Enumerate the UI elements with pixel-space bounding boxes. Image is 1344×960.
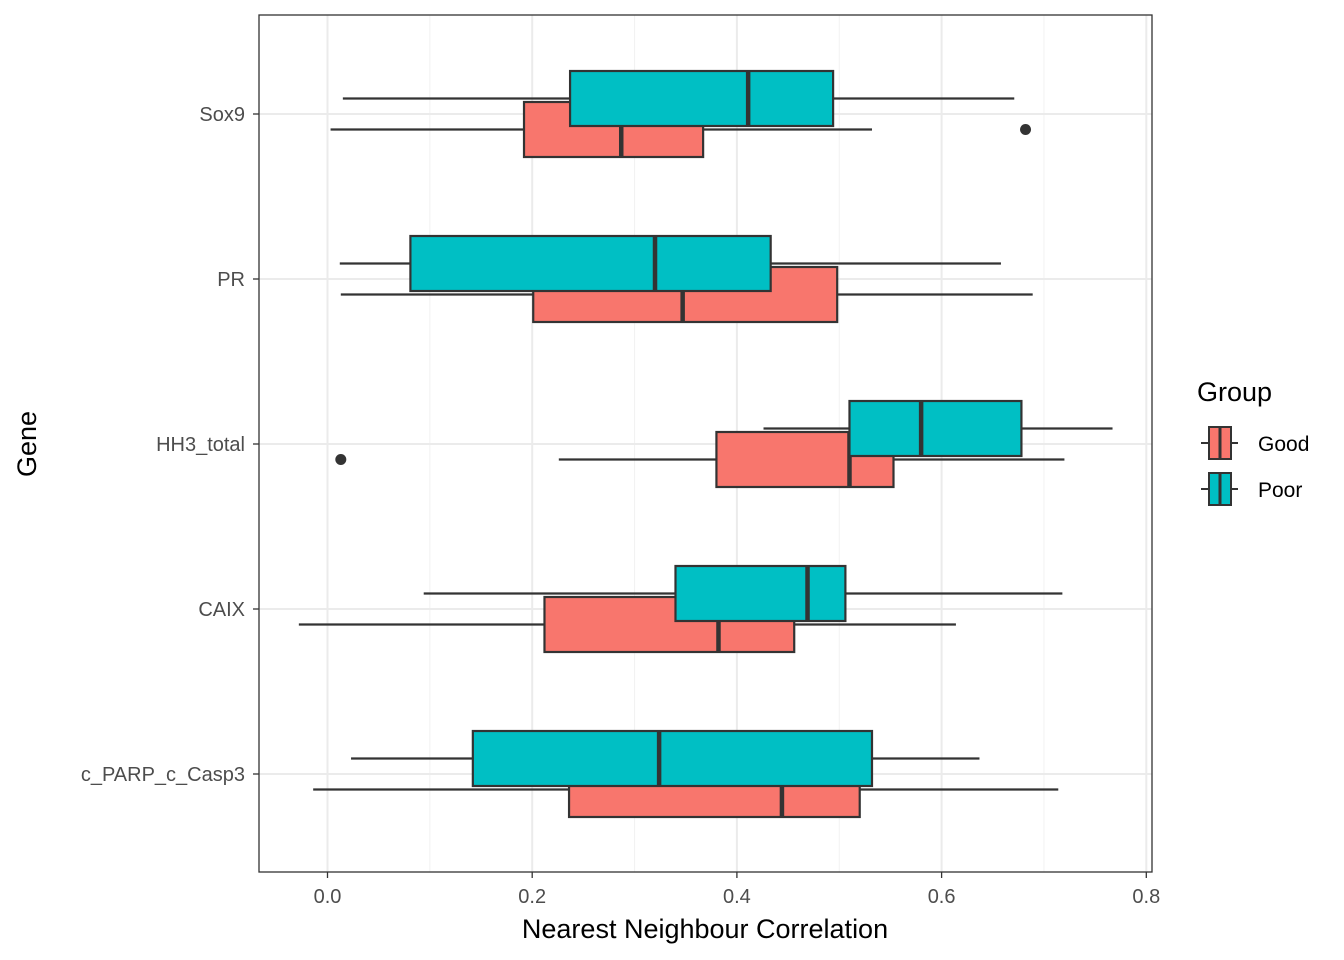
boxes-layer — [298, 69, 1113, 819]
legend-item-poor: Poor — [1201, 472, 1302, 506]
y-tick-label: PR — [217, 269, 245, 291]
box-iqr — [409, 234, 772, 293]
box-poor-pr — [339, 234, 1001, 293]
y-axis: Sox9 PR HH3_total CAIX c_PARP_c_Casp3 — [81, 104, 259, 786]
box-iqr — [848, 399, 1023, 458]
legend: Group Good Poor — [1197, 377, 1309, 506]
legend-title: Group — [1197, 377, 1272, 407]
outlier-point — [1020, 124, 1032, 135]
x-tick-label: 0.8 — [1132, 886, 1160, 908]
y-axis-title: Gene — [12, 411, 42, 477]
y-tick-label: HH3_total — [156, 434, 245, 456]
box-iqr — [471, 729, 874, 788]
box-poor-sox9 — [342, 69, 1015, 128]
x-tick-label: 0.6 — [928, 886, 956, 908]
y-tick-label: CAIX — [198, 599, 245, 621]
box-poor-hh3_total — [763, 399, 1113, 458]
box-poor-c_parp_c_casp3 — [351, 729, 980, 788]
x-tick-label: 0.4 — [723, 886, 751, 908]
box-iqr — [568, 69, 835, 128]
legend-label: Good — [1258, 433, 1309, 456]
outlier-point — [335, 454, 347, 465]
x-axis-title: Nearest Neighbour Correlation — [522, 914, 888, 944]
x-tick-label: 0.0 — [314, 886, 342, 908]
x-tick-label: 0.2 — [518, 886, 546, 908]
box-poor-caix — [423, 564, 1063, 623]
y-tick-label: c_PARP_c_Casp3 — [81, 764, 245, 786]
box-iqr — [674, 564, 847, 623]
legend-label: Poor — [1258, 479, 1302, 502]
y-tick-label: Sox9 — [199, 104, 245, 126]
x-axis: 0.0 0.2 0.4 0.6 0.8 — [314, 872, 1160, 908]
legend-item-good: Good — [1201, 426, 1309, 460]
